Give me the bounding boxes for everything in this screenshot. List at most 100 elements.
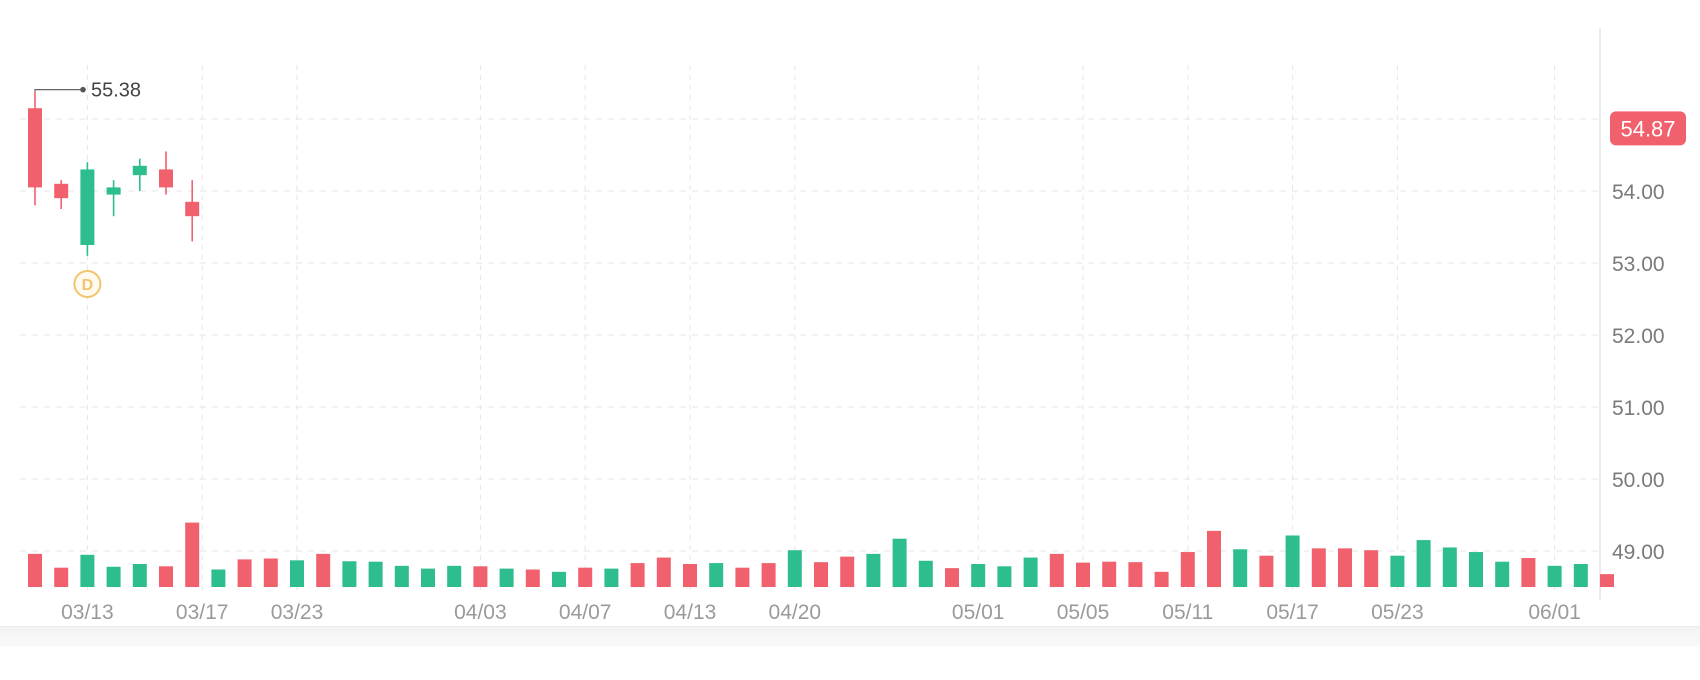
volume-bar xyxy=(1207,530,1221,587)
date-tick-label: 04/03 xyxy=(454,601,507,624)
candle-body xyxy=(80,169,95,245)
volume-bar xyxy=(840,556,855,587)
volume-bar xyxy=(1338,548,1352,587)
date-axis: 03/13 03/17 03/23 04/03 04/07 04/13 04/20 05/01… xyxy=(61,601,1581,624)
volume-bar xyxy=(368,561,383,587)
volume-bar xyxy=(892,538,907,587)
volume-bar xyxy=(237,559,252,587)
volume-bars xyxy=(28,522,1614,587)
volume-bar xyxy=(499,568,514,587)
volume-bar xyxy=(1076,562,1090,587)
volume-bar xyxy=(421,568,435,587)
volume-bar xyxy=(80,554,95,587)
volume-bar xyxy=(656,557,671,587)
volume-bar xyxy=(578,567,593,587)
current-price-badge xyxy=(1610,111,1686,146)
dividend-icon-letter: D xyxy=(82,277,94,294)
volume-bar xyxy=(1495,561,1510,587)
volume-bar xyxy=(1180,552,1195,587)
volume-bar xyxy=(604,568,619,587)
dividend-icon[interactable] xyxy=(73,270,102,298)
volume-bar xyxy=(473,566,488,587)
volume-bar xyxy=(1023,557,1038,587)
volume-bar xyxy=(394,565,409,587)
volume-bar xyxy=(1049,553,1064,587)
volume-bar xyxy=(735,567,750,587)
volume-bar xyxy=(918,560,933,587)
volume-bar xyxy=(185,522,200,587)
chart-markers: 55.38 D 54.87 xyxy=(34,80,1686,298)
date-tick-label: 05/23 xyxy=(1371,601,1424,624)
candle-body xyxy=(106,187,121,195)
volume-bar xyxy=(552,571,566,587)
date-tick-label: 03/13 xyxy=(61,601,114,624)
volume-bar xyxy=(1285,535,1300,587)
volume-bar xyxy=(683,564,697,587)
price-tick-label: 54.00 xyxy=(1612,181,1665,204)
candle-body xyxy=(185,201,200,217)
volume-bar xyxy=(1442,547,1457,587)
price-tick-label: 52.00 xyxy=(1612,325,1665,348)
volume-bar xyxy=(1233,549,1248,587)
volume-bar xyxy=(54,567,69,587)
volume-bar xyxy=(1390,555,1405,587)
grid-lines xyxy=(20,28,1601,600)
candle-body xyxy=(159,169,173,188)
price-tick-label: 53.00 xyxy=(1612,253,1665,276)
price-tick-label: 50.00 xyxy=(1612,469,1665,492)
high-price-marker: 55.38 xyxy=(34,80,141,102)
current-price-label: 54.87 xyxy=(1620,116,1675,141)
volume-bar xyxy=(945,568,959,587)
price-tick-label: 49.00 xyxy=(1612,541,1665,564)
candle-body xyxy=(132,165,147,176)
volume-bar xyxy=(1600,574,1614,587)
volume-bar xyxy=(525,569,540,587)
date-tick-label: 05/11 xyxy=(1162,601,1213,624)
volume-bar xyxy=(971,564,986,587)
volume-bar xyxy=(1154,571,1169,587)
date-tick-label: 05/01 xyxy=(952,601,1005,624)
volume-bar xyxy=(787,550,802,587)
volume-bar xyxy=(132,564,147,587)
candle-body xyxy=(54,183,69,199)
current-price-tag: 54.87 xyxy=(1610,111,1686,146)
volume-bar xyxy=(1259,555,1274,587)
candlesticks xyxy=(28,91,200,256)
volume-bar xyxy=(866,553,881,587)
date-tick-label: 04/07 xyxy=(559,601,612,624)
volume-bar xyxy=(316,553,331,587)
date-tick-label: 06/01 xyxy=(1528,601,1581,624)
volume-bar xyxy=(1128,562,1143,587)
date-tick-label: 05/17 xyxy=(1266,601,1319,624)
volume-bar xyxy=(1311,548,1326,587)
high-price-dot xyxy=(80,86,86,93)
volume-bar xyxy=(106,566,121,587)
volume-bar xyxy=(1547,565,1562,587)
volume-bar xyxy=(159,566,173,587)
high-price-leader-line xyxy=(34,89,83,92)
high-price-label: 55.38 xyxy=(91,80,141,102)
volume-bar xyxy=(709,563,724,587)
volume-bar xyxy=(1102,561,1117,587)
date-tick-label: 04/20 xyxy=(769,601,822,624)
date-tick-label: 04/13 xyxy=(664,601,717,624)
volume-bar xyxy=(814,562,828,587)
volume-bar xyxy=(342,561,357,587)
volume-bar xyxy=(761,563,776,587)
volume-bar xyxy=(290,560,304,587)
chart-footer-bar xyxy=(0,626,1700,647)
candle-body xyxy=(28,108,42,188)
price-tick-label: 51.00 xyxy=(1612,397,1665,420)
volume-bar xyxy=(1469,552,1483,587)
volume-bar xyxy=(211,569,226,587)
dividend-marker[interactable]: D xyxy=(73,270,102,298)
volume-bar xyxy=(997,566,1012,587)
volume-bar xyxy=(630,563,645,587)
volume-bar xyxy=(1573,564,1588,587)
volume-bar xyxy=(447,565,462,587)
volume-bar xyxy=(28,553,42,587)
date-tick-label: 03/17 xyxy=(176,601,229,624)
